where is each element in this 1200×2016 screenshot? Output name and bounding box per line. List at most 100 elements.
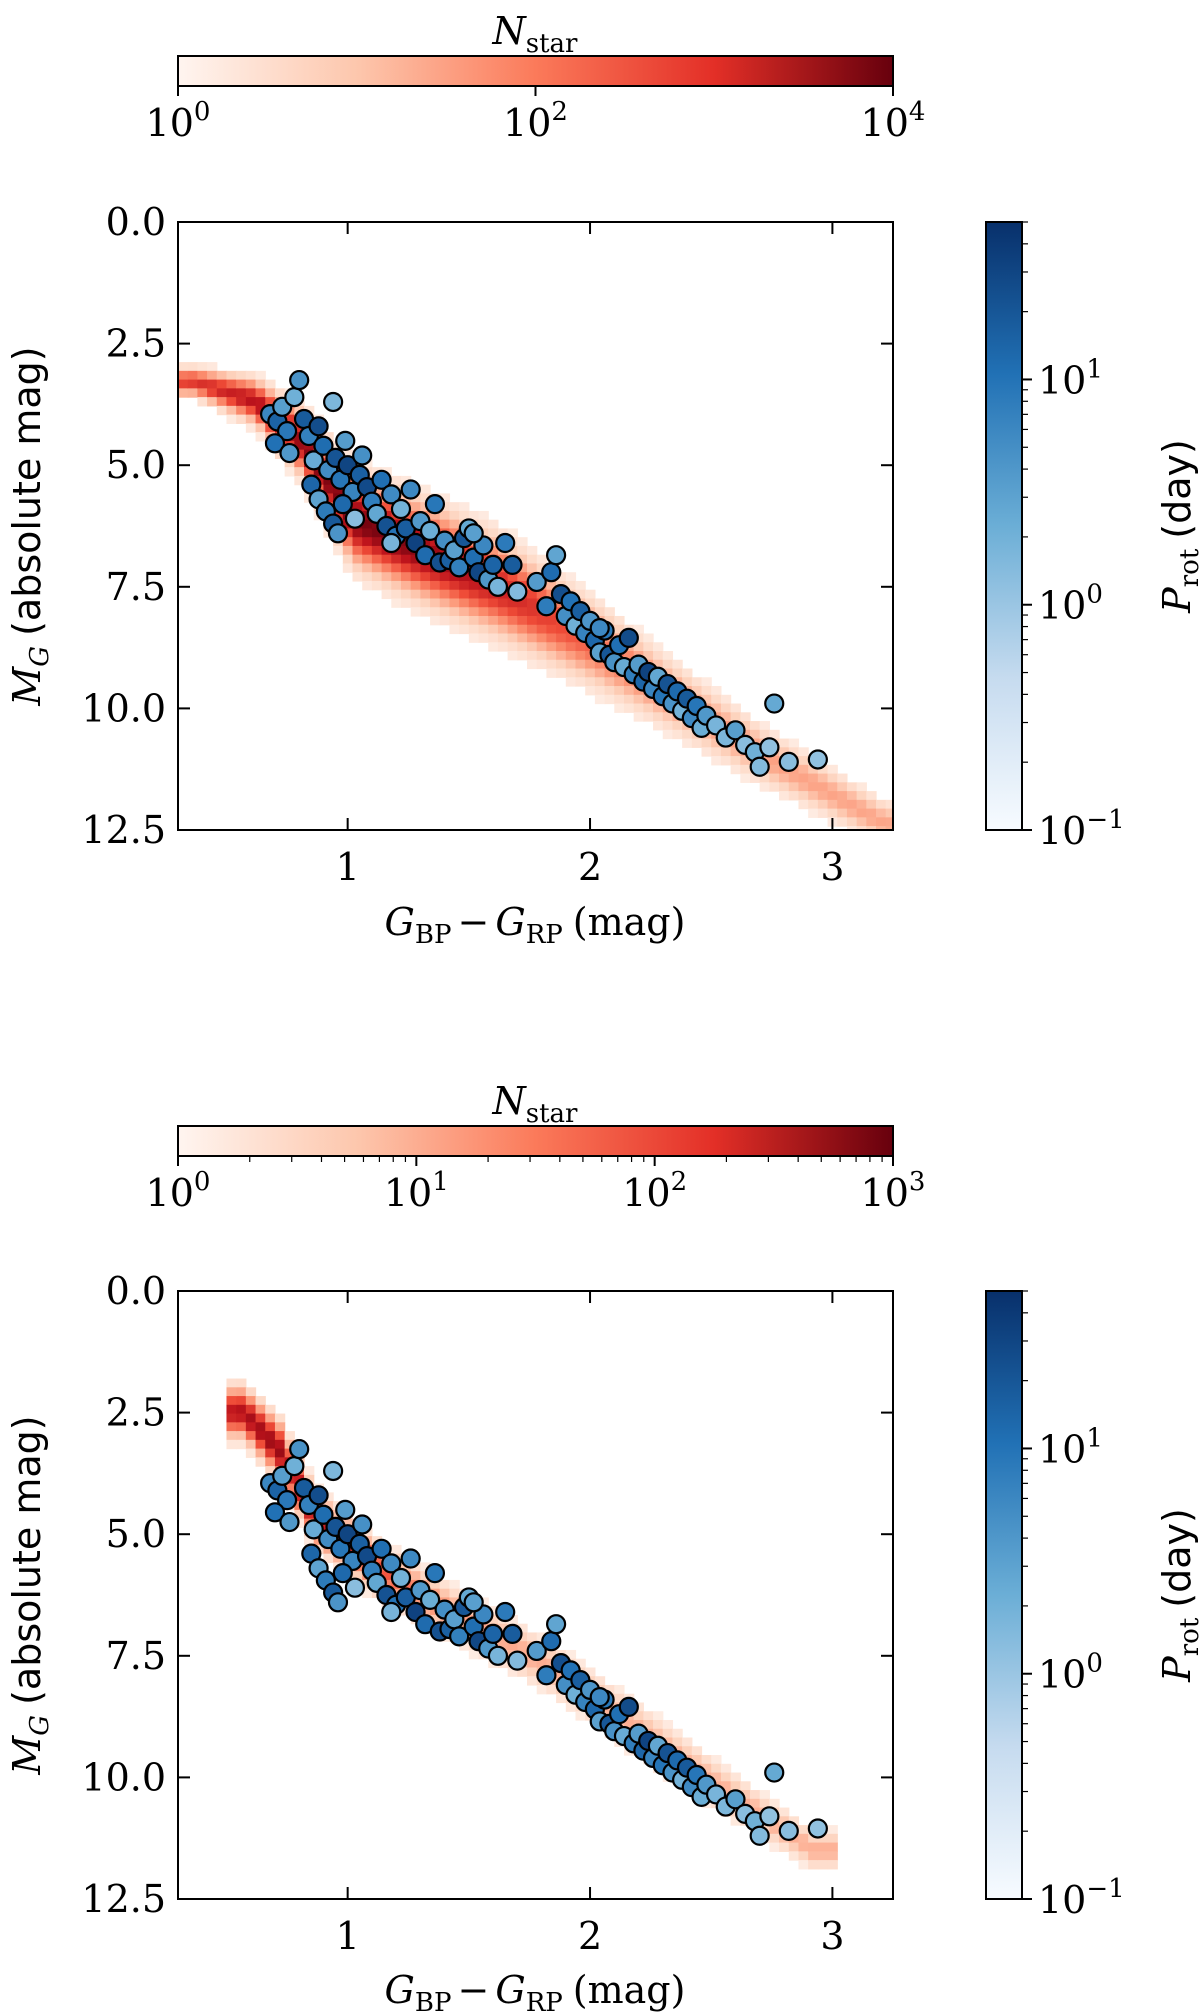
density-cell	[827, 799, 838, 810]
density-cell	[837, 782, 848, 792]
density-cell	[740, 729, 751, 740]
density-cell	[274, 1431, 286, 1441]
density-cell	[468, 607, 480, 617]
density-cell	[265, 379, 276, 389]
star-points-top	[260, 369, 828, 777]
density-cell	[488, 528, 499, 538]
density-cell	[837, 799, 848, 810]
density-cell	[827, 1825, 838, 1835]
density-cell	[536, 659, 547, 670]
density-cell	[245, 405, 257, 416]
density-cell	[245, 1431, 257, 1441]
density-cell	[265, 397, 276, 407]
density-cell	[633, 642, 644, 652]
star-point	[264, 1502, 286, 1523]
density-cell	[556, 624, 567, 635]
density-cell	[856, 782, 867, 792]
density-cell	[468, 1649, 480, 1660]
density-cell	[866, 791, 877, 801]
prot-tick-label: 100	[1038, 1649, 1103, 1697]
density-cell	[565, 580, 577, 591]
density-cell	[381, 572, 392, 582]
density-cell	[556, 633, 567, 643]
density-cell	[846, 782, 858, 792]
density-cell	[556, 668, 567, 678]
star-point	[289, 1438, 310, 1460]
nstar-colorbar-bottom: Nstar 100 101 102 103	[146, 1079, 926, 1215]
y-tick-label: 5.0	[106, 1512, 166, 1556]
density-cell	[711, 1763, 722, 1774]
x-ticks-bottom: 1 2 3	[336, 1291, 845, 1958]
density-cell	[585, 659, 596, 670]
density-cell	[245, 370, 257, 381]
density-cell	[682, 1737, 693, 1747]
star-point	[323, 1460, 344, 1482]
density-cell	[410, 589, 421, 600]
density-cell	[488, 624, 499, 635]
density-cell	[575, 1658, 586, 1669]
density-cell	[391, 589, 402, 600]
density-cell	[362, 572, 373, 582]
density-cell	[876, 799, 887, 810]
density-cell	[187, 388, 198, 398]
density-cell	[391, 519, 402, 530]
density-cell	[575, 659, 586, 670]
density-cell	[226, 1378, 237, 1388]
density-cell	[274, 1439, 286, 1450]
density-cell	[643, 633, 654, 643]
star-point	[313, 435, 334, 456]
density-cell	[226, 379, 237, 389]
density-cell	[410, 1571, 421, 1581]
density-cell	[400, 598, 412, 608]
density-cell	[274, 1413, 286, 1423]
density-cell	[808, 1833, 819, 1844]
density-cell	[391, 554, 402, 565]
density-cell	[439, 519, 451, 530]
nstar-tick-label: 100	[146, 1167, 211, 1215]
density-cell	[284, 1483, 295, 1493]
star-point	[482, 554, 504, 576]
density-cell	[527, 642, 538, 652]
density-cell	[682, 677, 693, 687]
density-cell	[304, 1466, 315, 1476]
density-cell	[779, 782, 790, 792]
density-cell	[420, 563, 431, 573]
density-cell	[682, 738, 693, 748]
density-cell	[556, 1693, 567, 1704]
density-cell	[439, 580, 451, 591]
density-cell	[226, 414, 237, 424]
density-cell	[662, 659, 674, 670]
density-cell	[207, 379, 218, 389]
density-cell	[439, 598, 451, 608]
density-cell	[711, 694, 722, 705]
density-cell	[381, 563, 392, 573]
density-cell	[207, 370, 218, 381]
density-cell	[517, 1623, 528, 1634]
density-cell	[468, 589, 480, 600]
density-cell	[527, 624, 538, 635]
density-cell	[604, 686, 615, 696]
density-cell	[643, 642, 654, 652]
star-point	[390, 498, 412, 520]
density-cell	[245, 1422, 257, 1432]
density-cell	[575, 651, 586, 661]
density-cell	[827, 791, 838, 801]
density-cell	[449, 580, 460, 591]
density-cell	[284, 467, 295, 477]
density-cell	[371, 545, 383, 556]
density-cell	[178, 388, 189, 398]
density-cell	[342, 1518, 354, 1528]
star-point	[507, 1650, 528, 1671]
density-cell	[817, 1860, 829, 1870]
density-cell	[653, 712, 664, 722]
star-point	[487, 576, 509, 597]
star-point	[381, 1601, 402, 1623]
density-cell	[284, 1439, 295, 1450]
density-cell	[507, 624, 518, 635]
density-cell	[517, 1667, 528, 1677]
density-cell	[410, 598, 421, 608]
density-cell	[391, 1544, 402, 1555]
density-cell	[614, 1693, 625, 1704]
axes-frame-bottom	[177, 1290, 894, 1900]
density-cell	[750, 1798, 761, 1809]
